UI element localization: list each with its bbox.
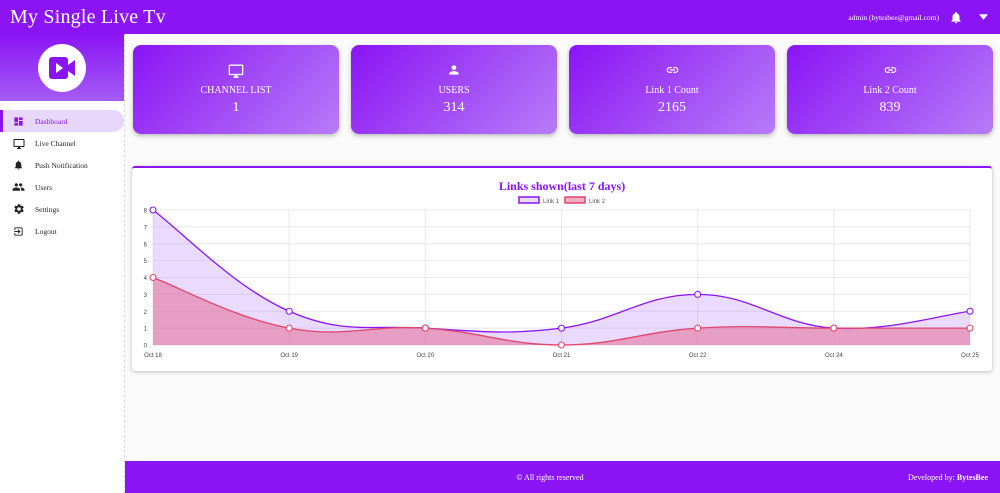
links-chart-card: Links shown(last 7 days) Link 1 Link 2 0 1… [132,166,992,371]
x-tick-label: Oct 20 [416,353,434,359]
y-tick-label: 2 [144,310,148,316]
x-tick-label: Oct 24 [825,353,843,359]
chart-legend: Link 1 Link 2 [518,196,606,205]
developer-prefix: Developed by: [908,473,955,482]
sidebar-item-logout[interactable]: Logout [0,220,124,242]
x-tick-label: Oct 22 [689,353,707,359]
sidebar-item-label: Live Channel [35,138,76,148]
developer-credit: Developed by: BytesBee [908,473,988,482]
data-point [557,324,566,332]
data-point [966,307,974,315]
admin-account-label[interactable]: admin (bytesbee@gmail.com) [848,12,939,22]
stat-card-link1-count[interactable]: Link 1 Count 2165 [569,45,775,134]
link-icon [569,63,775,79]
data-point [285,324,293,332]
x-tick-label: Oct 21 [553,353,571,359]
monitor-icon [12,137,25,150]
sidebar-item-live-channel[interactable]: Live Channel [0,132,124,154]
dashboard-icon [12,115,25,128]
footer: © All rights reserved Developed by: Byte… [125,461,1000,493]
users-icon [12,181,25,194]
top-right-controls: admin (bytesbee@gmail.com) [848,0,988,34]
stat-card-label: USERS [438,85,470,96]
data-point [557,341,566,349]
stat-card-label: Link 2 Count [863,85,917,96]
app-title: My Single Live Tv [10,5,166,28]
logout-icon [12,225,25,238]
x-tick-label: Oct 18 [144,353,162,359]
sidebar-item-label: Settings [35,204,60,214]
y-tick-label: 7 [144,225,148,231]
data-point [149,206,157,214]
stat-card-value: 1 [232,100,240,115]
sidebar-item-label: Push Notification [35,160,88,170]
stat-card-label: CHANNEL LIST [200,85,272,96]
sidebar-menu: Dashboard Live Channel Push Notification… [0,110,124,242]
sidebar-item-dashboard[interactable]: Dashboard [0,110,124,132]
sidebar-item-users[interactable]: Users [0,176,124,198]
stat-card-channel-list[interactable]: CHANNEL LIST 1 [133,45,339,134]
data-point [421,324,429,332]
sidebar-item-label: Logout [35,226,57,236]
y-tick-label: 1 [144,327,148,333]
gear-icon [12,203,25,216]
x-tick-label: Oct 25 [961,353,979,359]
chart-series [149,206,974,349]
data-point [966,324,974,332]
y-tick-label: 4 [144,276,148,282]
y-tick-label: 5 [144,259,148,265]
user-icon [351,63,557,79]
series-area-1 [153,210,970,345]
data-point [149,273,157,282]
data-point [694,324,702,332]
y-tick-label: 6 [144,242,148,248]
legend-swatch-2 [564,196,586,204]
stat-card-value: 2165 [658,100,686,115]
sidebar-item-settings[interactable]: Settings [0,198,124,220]
sidebar-item-push-notification[interactable]: Push Notification [0,154,124,176]
chart-ticks: 0 1 2 3 4 5 6 7 8 Oct 18 Oct 19 Oct 20 Oct 21 Oct 22 O… [144,209,980,360]
data-point [285,307,293,315]
chart-title: Links shown(last 7 days) [499,179,625,193]
y-tick-label: 3 [144,293,148,299]
link-icon [787,63,993,79]
data-point [694,290,702,298]
stat-card-users[interactable]: USERS 314 [351,45,557,134]
stat-card-value: 314 [443,100,465,115]
chevron-down-icon[interactable] [979,14,988,20]
bell-icon [12,159,25,172]
legend-label: Link 1 [543,199,560,205]
series-area-2 [153,277,970,345]
top-bar: My Single Live Tv admin (bytesbee@gmail.… [0,0,1000,34]
copyright-text: © All rights reserved [516,473,584,482]
bell-icon[interactable] [949,10,963,25]
stat-card-label: Link 1 Count [645,85,699,96]
data-point [830,324,838,332]
sidebar-item-label: Users [35,182,53,192]
stat-card-link2-count[interactable]: Link 2 Count 839 [787,45,993,134]
legend-label: Link 2 [589,199,606,205]
stat-card-value: 839 [879,100,901,115]
links-chart: Links shown(last 7 days) Link 1 Link 2 0 1… [144,179,980,360]
legend-swatch-1 [518,196,540,204]
sidebar: Dashboard Live Channel Push Notification… [0,34,125,493]
developer-name[interactable]: BytesBee [956,473,988,482]
y-tick-label: 0 [144,344,148,350]
x-tick-label: Oct 19 [280,353,298,359]
sidebar-header [0,34,124,101]
video-camera-icon [49,56,75,79]
y-tick-label: 8 [144,209,148,215]
logo [38,43,86,92]
sidebar-item-label: Dashboard [35,116,68,126]
monitor-icon [133,63,339,79]
